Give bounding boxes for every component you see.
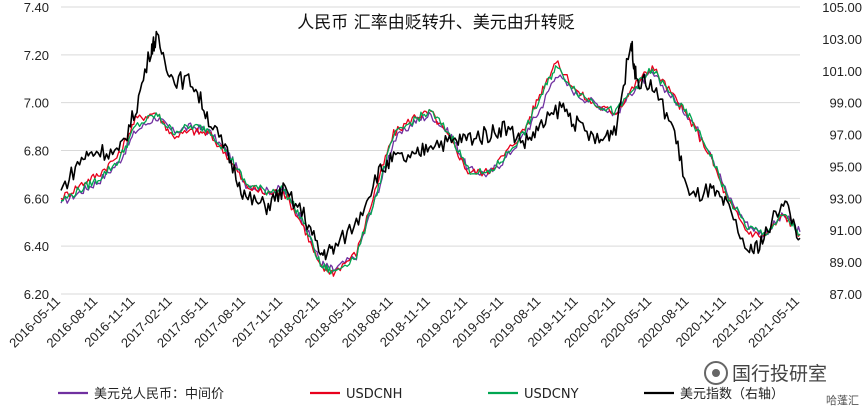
series-lines (60, 30, 801, 277)
y-right-tick-label: 103.00 (822, 32, 862, 47)
chart-title: 人民币 汇率由贬转升、美元由升转贬 (297, 13, 574, 33)
watermark-small-text: 哈蓬汇 (826, 394, 859, 407)
watermark-text: 国行投研室 (732, 363, 827, 385)
series-line-3 (61, 65, 801, 275)
y-right-tick-label: 89.00 (829, 255, 862, 270)
y-left-tick-label: 6.60 (24, 191, 49, 206)
y-right-tick-label: 101.00 (822, 64, 862, 79)
gridlines (61, 6, 800, 295)
y-right-tick-label: 87.00 (829, 287, 862, 302)
left-axis-ticks: 6.20 6.40 6.60 6.80 7.00 7.20 7.40 (24, 0, 49, 302)
y-right-tick-label: 105.00 (822, 0, 862, 15)
y-left-tick-label: 7.00 (24, 96, 49, 111)
y-left-tick-label: 6.40 (24, 239, 49, 254)
watermark-logo-icon (704, 361, 728, 385)
series-line-1 (60, 71, 801, 272)
y-right-tick-label: 99.00 (829, 96, 862, 111)
legend: 美元兑人民币：中间价 USDCNH USDCNY 美元指数（右轴） (58, 387, 784, 402)
watermark: 国行投研室 哈蓬汇 (704, 361, 859, 407)
y-left-tick-label: 7.20 (24, 48, 49, 63)
right-axis-ticks: 87.00 89.00 91.00 93.00 95.00 97.00 99.00 101.0… (822, 0, 862, 302)
series-line-2 (60, 60, 801, 277)
legend-label: USDCNH (346, 387, 402, 402)
legend-label: USDCNY (524, 387, 579, 402)
watermark-logo-dot-icon (712, 369, 720, 377)
y-right-tick-label: 91.00 (829, 223, 862, 238)
y-right-tick-label: 97.00 (829, 128, 862, 143)
y-right-tick-label: 93.00 (829, 191, 862, 206)
y-left-tick-label: 6.80 (24, 144, 49, 159)
x-axis-ticks: 2016-05-112016-08-112016-11-112017-02-11… (6, 294, 802, 351)
y-right-tick-label: 95.00 (829, 159, 862, 174)
y-left-tick-label: 6.20 (24, 287, 49, 302)
legend-label: 美元兑人民币：中间价 (94, 387, 224, 402)
y-left-tick-label: 7.40 (24, 0, 49, 15)
legend-label: 美元指数（右轴） (680, 387, 784, 402)
series-line-4 (60, 30, 801, 261)
